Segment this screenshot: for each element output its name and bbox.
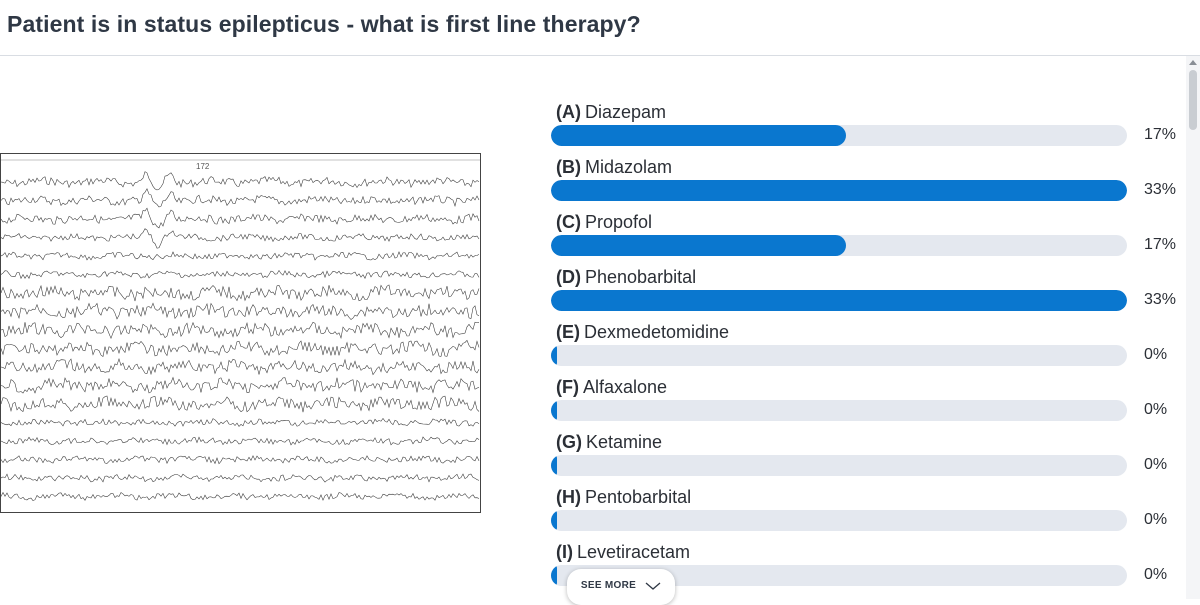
result-bar: [551, 400, 1127, 421]
eeg-channel-trace: [1, 418, 480, 427]
result-bar: [551, 235, 1127, 256]
result-bar: [551, 455, 1127, 476]
eeg-channel-trace: [1, 251, 480, 261]
poll-option: (G) Ketamine 0%: [551, 430, 1181, 485]
option-letter: (E): [556, 322, 580, 342]
option-percent: 17%: [1144, 236, 1177, 253]
eeg-channel-trace: [1, 207, 480, 229]
scroll-up-icon[interactable]: [1189, 60, 1197, 65]
chevron-down-icon: [645, 582, 661, 590]
result-bar-fill: [551, 510, 557, 531]
poll-option: (E) Dexmedetomidine 0%: [551, 320, 1181, 375]
poll-option: (D) Phenobarbital 33%: [551, 265, 1181, 320]
option-percent: 0%: [1144, 456, 1168, 473]
eeg-channel-trace: [1, 188, 480, 208]
option-label: (B) Midazolam: [556, 157, 672, 178]
option-letter: (A): [556, 102, 581, 122]
poll-option: (B) Midazolam 33%: [551, 155, 1181, 210]
option-label: (G) Ketamine: [556, 432, 662, 453]
poll-option: (H) Pentobarbital 0%: [551, 485, 1181, 540]
option-percent: 0%: [1144, 511, 1168, 528]
option-letter: (H): [556, 487, 581, 507]
eeg-channel-trace: [1, 473, 480, 483]
option-label: (C) Propofol: [556, 212, 652, 233]
option-percent: 0%: [1144, 401, 1168, 418]
option-label: (F) Alfaxalone: [556, 377, 667, 398]
eeg-channel-trace: [1, 269, 480, 280]
result-bar: [551, 290, 1127, 311]
option-label: (A) Diazepam: [556, 102, 666, 123]
eeg-channel-trace: [1, 491, 480, 502]
option-percent: 33%: [1144, 291, 1177, 308]
option-label: (D) Phenobarbital: [556, 267, 696, 288]
option-text: Propofol: [585, 212, 653, 232]
option-label: (H) Pentobarbital: [556, 487, 691, 508]
result-bar-fill: [551, 235, 846, 256]
option-percent: 0%: [1144, 566, 1168, 583]
option-letter: (F): [556, 377, 579, 397]
result-bar-fill: [551, 180, 1127, 201]
option-text: Levetiracetam: [577, 542, 691, 562]
result-bar: [551, 565, 1127, 586]
eeg-channel-trace: [1, 357, 480, 376]
result-bar: [551, 180, 1127, 201]
option-letter: (G): [556, 432, 582, 452]
option-text: Phenobarbital: [585, 267, 697, 287]
poll-results: (A) Diazepam 17% (B) Midazolam 33% (C) Propofol…: [551, 100, 1181, 595]
poll-option: (C) Propofol 17%: [551, 210, 1181, 265]
eeg-channel-trace: [1, 228, 480, 249]
eeg-channel-trace: [1, 339, 480, 357]
eeg-channel-trace: [1, 284, 480, 302]
option-percent: 0%: [1144, 346, 1168, 363]
result-bar: [551, 345, 1127, 366]
eeg-channel-trace: [1, 171, 480, 191]
result-bar-fill: [551, 400, 557, 421]
option-text: Dexmedetomidine: [584, 322, 730, 342]
result-bar-fill: [551, 565, 557, 586]
scrollbar[interactable]: [1186, 56, 1200, 599]
eeg-trace-drawing: 172: [1, 159, 480, 502]
option-text: Midazolam: [585, 157, 673, 177]
result-bar: [551, 125, 1127, 146]
result-bar-fill: [551, 345, 557, 366]
eeg-channel-trace: [1, 436, 480, 446]
option-percent: 33%: [1144, 181, 1177, 198]
question-header: Patient is in status epilepticus - what …: [0, 0, 1200, 56]
result-bar: [551, 510, 1127, 531]
result-bar-fill: [551, 125, 846, 146]
option-percent: 17%: [1144, 126, 1177, 143]
option-text: Ketamine: [586, 432, 663, 452]
option-label: (I) Levetiracetam: [556, 542, 690, 563]
eeg-channel-trace: [1, 395, 480, 413]
see-more-label: SEE MORE: [580, 580, 637, 591]
eeg-channel-trace: [1, 321, 480, 340]
option-letter: (D): [556, 267, 581, 287]
poll-option: (A) Diazepam 17%: [551, 100, 1181, 155]
eeg-channel-trace: [1, 455, 480, 465]
option-text: Alfaxalone: [582, 377, 668, 397]
see-more-button[interactable]: SEE MORE: [567, 569, 675, 605]
option-letter: (I): [556, 542, 573, 562]
result-bar-fill: [551, 290, 1127, 311]
option-letter: (B): [556, 157, 581, 177]
scroll-thumb[interactable]: [1189, 70, 1197, 130]
result-bar-fill: [551, 455, 557, 476]
question-title: Patient is in status epilepticus - what …: [7, 11, 641, 37]
option-letter: (C): [556, 212, 581, 232]
eeg-channel-trace: [1, 302, 480, 320]
eeg-page-number: 172: [196, 162, 210, 171]
option-text: Diazepam: [585, 102, 667, 122]
eeg-channel-trace: [1, 376, 480, 394]
poll-option: (I) Levetiracetam 0%: [551, 540, 1181, 595]
poll-option: (F) Alfaxalone 0%: [551, 375, 1181, 430]
eeg-image: 172: [0, 153, 481, 513]
option-label: (E) Dexmedetomidine: [556, 322, 729, 343]
option-text: Pentobarbital: [585, 487, 692, 507]
